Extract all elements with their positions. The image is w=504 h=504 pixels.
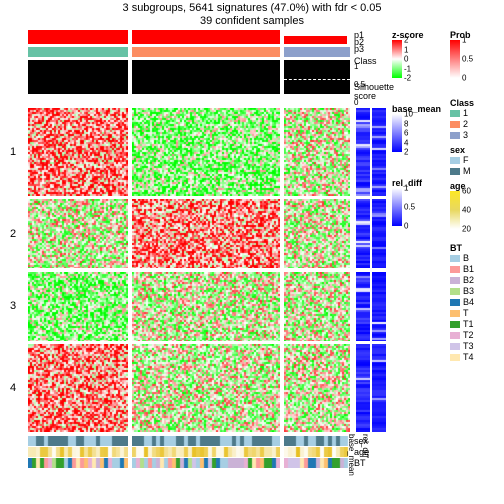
side-rel_diff-r2 [372,272,386,341]
bottom-sex-c0 [28,436,128,446]
class-bar-group2 [284,47,350,57]
row-group-label-0: 1 [10,146,16,158]
legend-item: B [450,253,500,263]
side-col-label: rel_diff [361,434,370,458]
legend-title-Prob: Prob [450,30,500,40]
legend-item: T [450,308,500,318]
legend-title-z-score: z-score [392,30,442,40]
legend-item: 3 [450,130,500,140]
prob-bar-group2 [284,30,350,44]
bottom-sex-c2 [284,436,350,446]
class-bar-group0 [28,47,128,57]
legend-item: 1 [450,108,500,118]
heatmap-block-r0-c2 [284,108,350,196]
row-group-label-1: 2 [10,228,16,240]
legend-item: 2 [450,119,500,129]
legend-col2: Prob10.50Class123sexFMage604020BTBB1B2B3… [450,30,500,367]
heatmap-block-r0-c1 [132,108,280,196]
legend-item: B1 [450,264,500,274]
heatmap-block-r2-c0 [28,272,128,341]
silhouette-group2 [284,60,350,94]
legend-title-sex: sex [450,145,500,155]
legend-item: B4 [450,297,500,307]
legend-title-rel_diff: rel_diff [392,178,442,188]
bottom-BT-c1 [132,458,280,468]
sil-tick: 0 [354,98,358,107]
bottom-age-c2 [284,447,350,457]
heatmap-block-r0-c0 [28,108,128,196]
title-line2: 39 confident samples [0,15,504,27]
row-group-label-2: 3 [10,300,16,312]
bottom-age-c0 [28,447,128,457]
legend-item: T1 [450,319,500,329]
silhouette-group1 [132,60,280,94]
bottom-sex-c1 [132,436,280,446]
legend-item: F [450,155,500,165]
heatmap-block-r1-c2 [284,199,350,268]
legend-item: B2 [450,275,500,285]
side-base_mean-r1 [356,199,370,268]
side-rel_diff-r1 [372,199,386,268]
heatmap-block-r3-c1 [132,344,280,432]
bottom-age-c1 [132,447,280,457]
bottom-BT-c2 [284,458,350,468]
prob-bar-group0 [28,30,128,44]
side-rel_diff-r3 [372,344,386,432]
title-line1: 3 subgroups, 5641 signatures (47.0%) wit… [0,2,504,14]
class-bar-group1 [132,47,280,57]
legend-item: T3 [450,341,500,351]
silhouette-group0 [28,60,128,94]
heatmap-block-r3-c0 [28,344,128,432]
legend-title-age: age [450,181,500,191]
legend-title-base_mean: base_mean [392,104,442,114]
legend-item: T4 [450,352,500,362]
heatmap-block-r2-c2 [284,272,350,341]
legend-item: B3 [450,286,500,296]
bottom-BT-c0 [28,458,128,468]
prob-bar-group1 [132,30,280,44]
legend-title-BT: BT [450,243,500,253]
heatmap-block-r1-c1 [132,199,280,268]
side-base_mean-r0 [356,108,370,196]
heatmap-block-r1-c0 [28,199,128,268]
sil-tick: 0.5 [354,80,365,89]
side-base_mean-r2 [356,272,370,341]
legend-item: M [450,166,500,176]
side-col-label: base_mean [347,434,356,476]
legend-item: T2 [450,330,500,340]
ann-label-p3: p3 [354,44,364,54]
legend-col1: z-score210-1-2base_mean108642rel_diff10.… [392,30,442,232]
heatmap-block-r3-c2 [284,344,350,432]
side-rel_diff-r0 [372,108,386,196]
row-group-label-3: 4 [10,382,16,394]
legend-title-Class: Class [450,98,500,108]
heatmap-block-r2-c1 [132,272,280,341]
sil-tick: 1 [354,62,358,71]
side-base_mean-r3 [356,344,370,432]
